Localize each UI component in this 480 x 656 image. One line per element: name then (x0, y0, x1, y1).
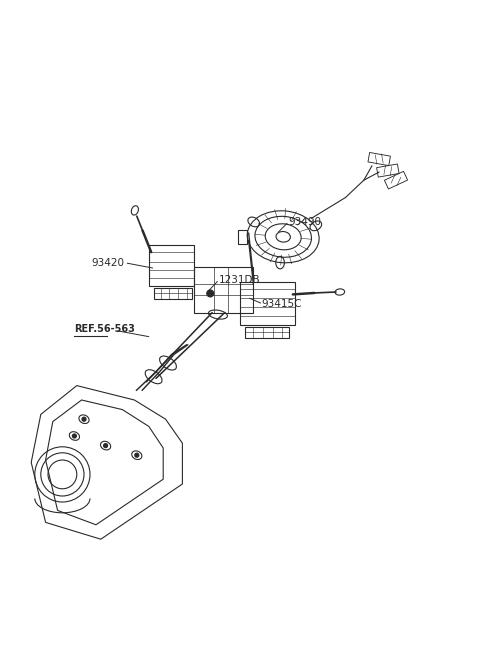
Circle shape (72, 434, 76, 438)
Circle shape (82, 417, 86, 421)
Text: 93490: 93490 (288, 217, 321, 228)
Circle shape (135, 453, 139, 457)
Text: REF.56-563: REF.56-563 (74, 325, 135, 335)
Text: 93420: 93420 (92, 258, 125, 268)
Text: 1231DB: 1231DB (218, 275, 260, 285)
Circle shape (104, 443, 108, 447)
Text: 93415C: 93415C (262, 299, 302, 309)
Circle shape (207, 290, 214, 297)
